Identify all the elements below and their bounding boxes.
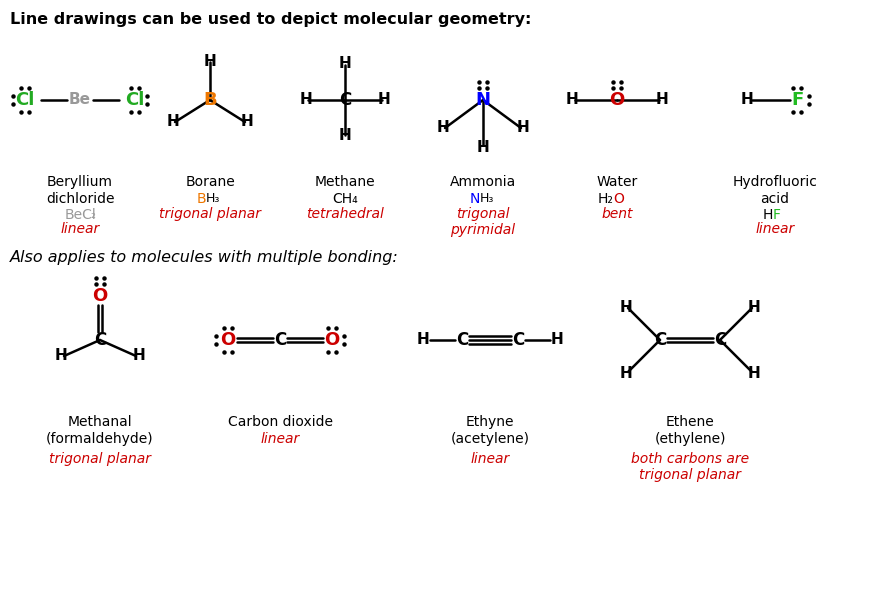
Text: linear: linear	[261, 432, 300, 446]
Text: H: H	[241, 114, 254, 129]
Text: H: H	[656, 93, 668, 107]
Text: Borane: Borane	[185, 175, 235, 189]
Text: Methanal
(formaldehyde): Methanal (formaldehyde)	[46, 415, 153, 446]
Text: Ethene
(ethylene): Ethene (ethylene)	[654, 415, 726, 446]
Text: H: H	[338, 57, 351, 71]
Text: linear: linear	[755, 222, 794, 236]
Text: O: O	[324, 331, 339, 349]
Text: BeCl: BeCl	[65, 208, 96, 222]
Text: H: H	[167, 114, 180, 129]
Text: Also applies to molecules with multiple bonding:: Also applies to molecules with multiple …	[10, 250, 399, 265]
Text: O: O	[92, 287, 107, 305]
Text: C: C	[512, 331, 524, 349]
Text: Hydrofluoric
acid: Hydrofluoric acid	[732, 175, 817, 206]
Text: C: C	[456, 331, 468, 349]
Text: H: H	[55, 349, 67, 363]
Text: ₂: ₂	[90, 208, 95, 221]
Text: C: C	[339, 91, 351, 109]
Text: Beryllium
dichloride: Beryllium dichloride	[45, 175, 114, 206]
Text: H: H	[437, 120, 449, 136]
Text: tetrahedral: tetrahedral	[306, 207, 384, 221]
Text: H: H	[747, 300, 760, 314]
Text: H₂: H₂	[597, 192, 613, 206]
Text: CH₄: CH₄	[332, 192, 358, 206]
Text: C: C	[654, 331, 666, 349]
Text: H: H	[300, 93, 312, 107]
Text: bent: bent	[602, 207, 633, 221]
Text: Methane: Methane	[315, 175, 375, 189]
Text: H: H	[133, 349, 146, 363]
Text: linear: linear	[60, 222, 99, 236]
Text: N: N	[470, 192, 480, 206]
Text: linear: linear	[470, 452, 509, 466]
Text: H: H	[740, 93, 753, 107]
Text: H: H	[620, 300, 632, 314]
Text: Water: Water	[596, 175, 637, 189]
Text: H: H	[747, 365, 760, 381]
Text: Cl: Cl	[126, 91, 145, 109]
Text: C: C	[714, 331, 726, 349]
Text: Cl: Cl	[16, 91, 35, 109]
Text: Carbon dioxide: Carbon dioxide	[228, 415, 332, 429]
Text: H: H	[566, 93, 578, 107]
Text: B: B	[196, 192, 206, 206]
Text: C: C	[274, 331, 286, 349]
Text: Line drawings can be used to depict molecular geometry:: Line drawings can be used to depict mole…	[10, 12, 531, 27]
Text: H: H	[477, 139, 489, 155]
Text: trigonal planar: trigonal planar	[159, 207, 261, 221]
Text: Ammonia: Ammonia	[450, 175, 516, 189]
Text: H₃: H₃	[206, 192, 221, 205]
Text: H: H	[620, 365, 632, 381]
Text: H₃: H₃	[480, 192, 494, 205]
Text: H: H	[550, 333, 563, 348]
Text: O: O	[613, 192, 623, 206]
Text: F: F	[791, 91, 803, 109]
Text: N: N	[475, 91, 490, 109]
Text: H: H	[763, 208, 773, 222]
Text: trigonal planar: trigonal planar	[49, 452, 151, 466]
Text: H: H	[204, 54, 216, 70]
Text: H: H	[516, 120, 529, 136]
Text: H: H	[378, 93, 391, 107]
Text: F: F	[773, 208, 781, 222]
Text: both carbons are
trigonal planar: both carbons are trigonal planar	[631, 452, 749, 482]
Text: O: O	[610, 91, 624, 109]
Text: C: C	[94, 331, 106, 349]
Text: Ethyne
(acetylene): Ethyne (acetylene)	[451, 415, 529, 446]
Text: trigonal
pyrimidal: trigonal pyrimidal	[451, 207, 515, 237]
Text: O: O	[221, 331, 235, 349]
Text: B: B	[203, 91, 217, 109]
Text: H: H	[417, 333, 429, 348]
Text: Be: Be	[69, 93, 91, 107]
Text: H: H	[338, 129, 351, 143]
